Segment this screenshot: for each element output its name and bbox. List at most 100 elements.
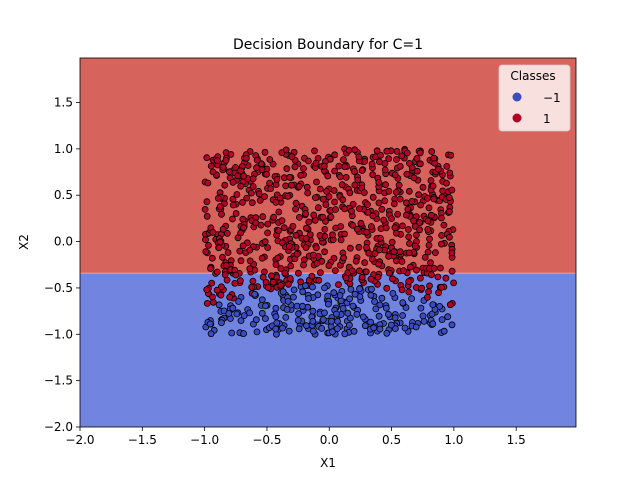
point-class-1 — [270, 213, 278, 221]
point-class-neg1 — [272, 313, 280, 321]
point-class-1 — [445, 194, 453, 201]
point-class-1 — [351, 146, 359, 154]
point-class-1 — [302, 234, 310, 242]
point-class-1 — [369, 193, 377, 201]
point-class-1 — [391, 171, 399, 179]
point-class-1 — [292, 199, 300, 207]
point-class-1 — [229, 201, 237, 209]
point-class-neg1 — [351, 290, 359, 298]
point-class-1 — [416, 160, 424, 168]
point-class-neg1 — [382, 304, 390, 312]
point-class-1 — [325, 262, 333, 270]
point-class-1 — [355, 267, 363, 275]
point-class-1 — [434, 273, 442, 281]
point-class-neg1 — [309, 327, 317, 335]
point-class-1 — [405, 187, 413, 195]
point-class-1 — [277, 281, 285, 289]
point-class-1 — [249, 175, 257, 183]
point-class-1 — [442, 179, 450, 187]
point-class-neg1 — [419, 312, 427, 320]
point-class-1 — [340, 254, 348, 262]
point-class-1 — [361, 259, 369, 267]
point-class-neg1 — [321, 309, 328, 317]
point-class-1 — [246, 246, 254, 254]
point-class-1 — [411, 242, 419, 250]
axes-frame — [79, 57, 577, 428]
point-class-1 — [263, 170, 271, 178]
point-class-1 — [236, 277, 244, 285]
point-class-neg1 — [353, 310, 361, 318]
point-class-1 — [405, 278, 413, 285]
point-class-neg1 — [309, 283, 316, 291]
point-class-1 — [306, 231, 314, 239]
point-class-1 — [304, 189, 312, 197]
point-class-neg1 — [378, 294, 386, 302]
point-class-1 — [205, 241, 212, 249]
point-class-1 — [332, 206, 340, 213]
point-class-neg1 — [324, 300, 332, 308]
point-class-neg1 — [318, 324, 326, 332]
point-class-1 — [321, 248, 329, 256]
point-class-1 — [443, 162, 451, 170]
point-class-1 — [282, 182, 290, 190]
point-class-neg1 — [444, 313, 452, 321]
point-class-1 — [246, 257, 254, 265]
point-class-1 — [240, 172, 248, 180]
point-class-1 — [341, 163, 349, 171]
point-class-1 — [329, 231, 336, 239]
point-class-1 — [418, 284, 426, 292]
point-class-1 — [434, 165, 442, 173]
point-class-neg1 — [294, 316, 302, 324]
point-class-1 — [264, 229, 272, 237]
point-class-1 — [323, 187, 331, 195]
point-class-neg1 — [279, 288, 287, 296]
point-class-neg1 — [253, 328, 261, 336]
point-class-1 — [259, 213, 267, 221]
point-class-1 — [278, 239, 286, 247]
y-axis-ticks: −2.0 −1.5 −1.0 −0.5 0.0 0.5 1.0 1.5 — [44, 96, 80, 434]
point-class-1 — [437, 214, 445, 222]
x-tick-label: −0.5 — [252, 433, 281, 447]
point-class-1 — [380, 216, 388, 224]
point-class-1 — [292, 205, 300, 213]
point-class-neg1 — [233, 310, 241, 318]
point-class-neg1 — [375, 312, 383, 320]
point-class-1 — [342, 173, 350, 181]
point-class-1 — [341, 230, 349, 238]
point-class-1 — [426, 282, 433, 290]
x-axis-label: X1 — [320, 456, 336, 470]
point-class-1 — [315, 276, 323, 284]
x-tick-label: 1.0 — [444, 433, 463, 447]
point-class-1 — [287, 181, 295, 189]
point-class-1 — [239, 215, 247, 223]
y-tick-label: −2.0 — [44, 420, 73, 434]
point-class-1 — [369, 171, 377, 179]
point-class-1 — [313, 178, 320, 186]
point-class-1 — [425, 241, 433, 249]
point-class-1 — [327, 213, 335, 221]
point-class-1 — [431, 249, 439, 257]
point-class-1 — [436, 264, 444, 272]
scatter-points — [201, 145, 458, 338]
point-class-1 — [405, 233, 413, 241]
point-class-1 — [297, 171, 305, 179]
x-tick-label: 0.0 — [320, 433, 339, 447]
point-class-1 — [363, 201, 371, 209]
point-class-1 — [425, 204, 433, 212]
point-class-neg1 — [228, 329, 236, 337]
point-class-neg1 — [436, 302, 444, 310]
x-tick-label: 1.5 — [507, 433, 526, 447]
y-axis-label: X2 — [17, 234, 31, 250]
point-class-1 — [217, 291, 225, 299]
point-class-neg1 — [309, 317, 317, 325]
point-class-neg1 — [368, 285, 375, 293]
point-class-1 — [233, 191, 241, 198]
point-class-1 — [424, 217, 432, 225]
point-class-1 — [398, 286, 406, 294]
point-class-neg1 — [429, 301, 437, 309]
point-class-1 — [330, 187, 338, 194]
point-class-1 — [429, 182, 437, 190]
point-class-1 — [337, 223, 345, 230]
